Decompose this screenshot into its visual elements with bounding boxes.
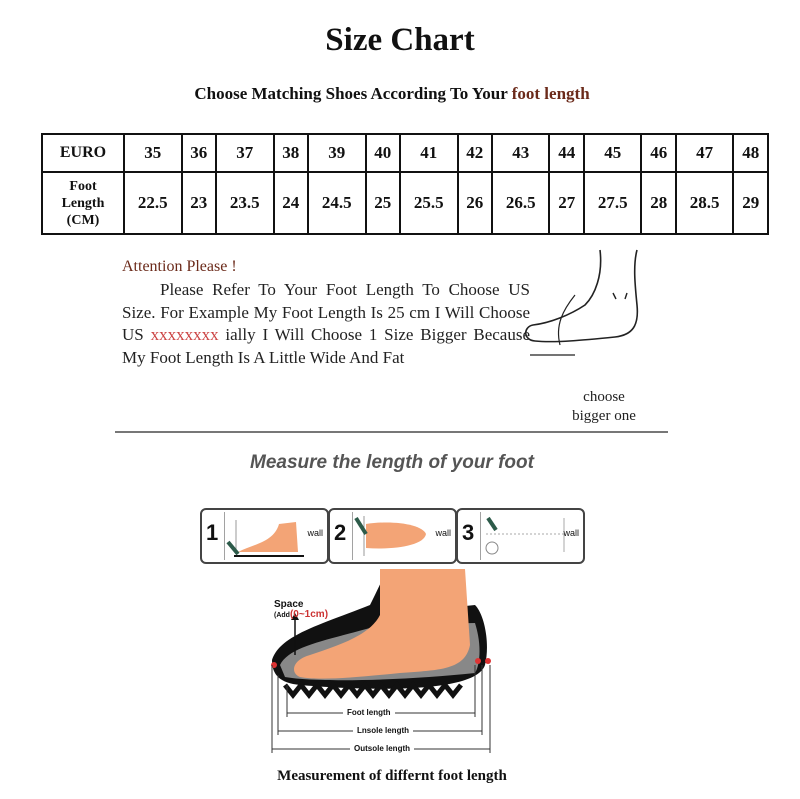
wall-label: wall [307, 528, 323, 538]
foot-length-header: Foot Length (CM) [41, 171, 125, 235]
outsole-length-label: Outsole length [350, 744, 414, 753]
foot-sketch-icon [524, 249, 639, 356]
foot-length-label: Foot length [343, 708, 395, 717]
foot-length-cell: 27.5 [582, 171, 643, 235]
attention-text: Please Refer To Your Foot Length To Choo… [122, 280, 531, 367]
step-number: 3 [462, 520, 475, 545]
euro-row: EURO 35 36 37 38 39 40 41 42 43 44 45 46 47 48 [41, 133, 769, 173]
euro-size-cell: 46 [640, 133, 677, 173]
caption: Measurement of differnt foot length [277, 768, 507, 784]
subtitle-highlight: foot length [511, 84, 590, 103]
foot-length-cell: 23.5 [214, 171, 275, 235]
foot-length-cell: 25.5 [398, 171, 459, 235]
space-label: Space (Add(0~1cm) [274, 599, 329, 620]
choose-bigger-note: choose bigger one [572, 389, 636, 424]
page-title: Size Chart [325, 22, 475, 58]
foot-length-cell: 24 [272, 171, 309, 235]
euro-size-cell: 47 [674, 133, 735, 173]
euro-size-cell: 41 [398, 133, 459, 173]
crossed-text: xxxxxxxx [150, 325, 219, 344]
subtitle-text: Choose Matching Shoes According To Your [194, 84, 508, 103]
step-1: 1 wall [200, 508, 329, 564]
step-number: 2 [334, 520, 347, 545]
step-2: 2 wall [328, 508, 457, 564]
step-number: 1 [206, 520, 219, 545]
subtitle: Choose Matching Shoes According To Your … [0, 84, 784, 104]
euro-size-cell: 35 [123, 133, 183, 173]
foot-length-row: Foot Length (CM) 22.5 23 23.5 24 24.5 25 25.5 26 26… [41, 171, 769, 235]
shoe-foot-diagram [271, 569, 491, 753]
attention-heading: Attention Please ! [122, 258, 237, 275]
foot-length-cell: 23 [180, 171, 217, 235]
euro-header: EURO [41, 133, 125, 173]
euro-size-cell: 37 [214, 133, 275, 173]
foot-length-cell: 26 [456, 171, 493, 235]
euro-size-cell: 45 [582, 133, 643, 173]
euro-size-cell: 44 [548, 133, 585, 173]
foot-top-icon [352, 512, 426, 560]
foot-length-cell: 25 [364, 171, 401, 235]
foot-length-cell: 27 [548, 171, 585, 235]
step-3: 3 wall [456, 508, 585, 564]
foot-length-cell: 24.5 [306, 171, 367, 235]
size-table: EURO 35 36 37 38 39 40 41 42 43 44 45 46 47 48 Foot Len… [41, 133, 769, 235]
euro-size-cell: 43 [490, 133, 551, 173]
wall-label: wall [563, 528, 579, 538]
foot-length-cell: 26.5 [490, 171, 551, 235]
euro-size-cell: 48 [732, 133, 769, 173]
insole-length-label: Lnsole length [353, 726, 413, 735]
euro-size-cell: 36 [180, 133, 217, 173]
foot-length-cell: 29 [732, 171, 769, 235]
divider [115, 431, 668, 433]
foot-length-cell: 22.5 [123, 171, 183, 235]
euro-size-cell: 42 [456, 133, 493, 173]
measure-heading: Measure the length of your foot [250, 452, 534, 473]
foot-length-cell: 28 [640, 171, 677, 235]
foot-side-icon [224, 512, 304, 560]
measure-line-icon [480, 512, 566, 560]
foot-length-cell: 28.5 [674, 171, 735, 235]
euro-size-cell: 38 [272, 133, 309, 173]
euro-size-cell: 39 [306, 133, 367, 173]
euro-size-cell: 40 [364, 133, 401, 173]
wall-label: wall [435, 528, 451, 538]
